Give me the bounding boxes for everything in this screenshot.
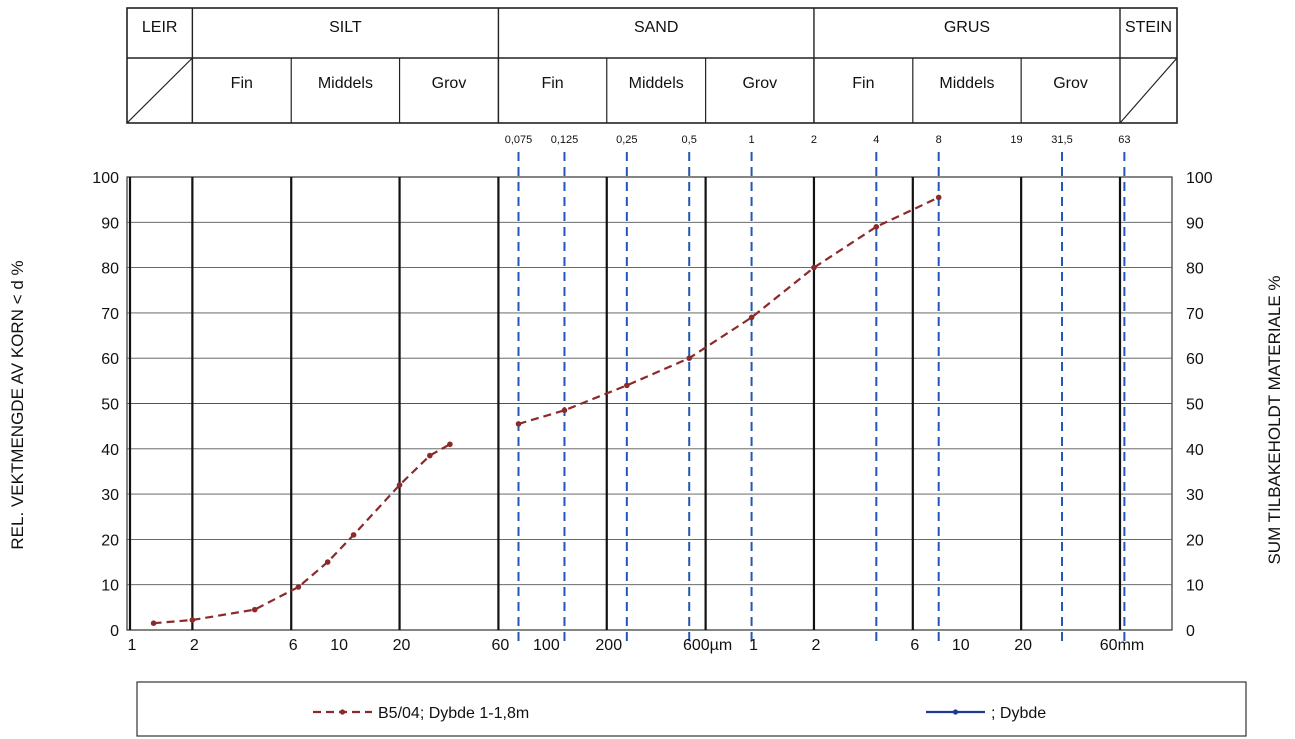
right-y-tick-label: 30 (1186, 487, 1204, 504)
legend: B5/04; Dybde 1-1,8m ; Dybde (136, 681, 1247, 737)
data-point (748, 314, 755, 321)
data-point (396, 482, 403, 488)
data-point (561, 407, 568, 414)
legend-entry-label: ; Dybde (991, 705, 1046, 722)
right-y-axis-title: SUM TILBAKEHOLDT MATERIALE % (1265, 275, 1284, 564)
series-line (153, 443, 451, 625)
header-sub-label: Grov (432, 75, 467, 92)
data-point (811, 264, 817, 271)
x-tick-label: 20 (393, 637, 411, 654)
left-y-tick-label: 90 (101, 215, 119, 232)
legend-entry-label: B5/04; Dybde 1-1,8m (378, 705, 529, 722)
series-line (518, 196, 940, 425)
data-point (350, 532, 357, 538)
data-point (515, 421, 522, 427)
x-tick-label: 2 (190, 637, 199, 654)
data-point (189, 617, 196, 623)
x-tick-label: 2 (811, 637, 820, 654)
header-main-label: SAND (634, 19, 678, 36)
header-main-label: SILT (329, 19, 362, 36)
left-y-axis-title: REL. VEKTMENGDE AV KORN < d % (8, 260, 27, 549)
header-sub-label: Fin (852, 75, 874, 92)
left-y-tick-label: 70 (101, 306, 119, 323)
classification-header: LEIR SILT SAND GRUS STEIN Fin Middels Grov Fin Mi… (126, 7, 1178, 124)
legend-marker (952, 709, 959, 715)
header-sub-label: Fin (231, 75, 253, 92)
data-point (686, 355, 693, 362)
header-sub-label: Fin (541, 75, 563, 92)
sieve-size-label: 31,5 (1051, 134, 1072, 146)
series-lines (150, 194, 942, 627)
data-point (324, 559, 331, 565)
legend-frame (136, 681, 1247, 737)
left-y-tick-label: 50 (101, 397, 119, 414)
x-tick-label: 60mm (1100, 637, 1144, 654)
right-y-tick-label: 100 (1186, 170, 1213, 187)
left-y-tick-label: 60 (101, 351, 119, 368)
right-y-tick-label: 90 (1186, 215, 1204, 232)
x-tick-label: 10 (952, 637, 970, 654)
legend-marker (339, 709, 346, 715)
header-sub-label: Middels (629, 75, 684, 92)
right-y-tick-label: 0 (1186, 623, 1195, 640)
x-tick-label: 6 (289, 637, 298, 654)
header-main-label: LEIR (142, 19, 178, 36)
header-sub-label: Grov (742, 75, 777, 92)
sieve-size-label: 0,25 (616, 134, 637, 146)
sieve-size-label: 0,075 (505, 134, 533, 146)
x-tick-label: 60 (492, 637, 510, 654)
data-point (935, 194, 942, 201)
header-sub-label: Middels (939, 75, 994, 92)
sieve-size-label: 0,5 (682, 134, 697, 146)
left-y-tick-label: 20 (101, 532, 119, 549)
x-tick-label: 10 (330, 637, 348, 654)
sieve-size-label: 63 (1118, 134, 1130, 146)
sieve-labels: 0,075 0,125 0,25 0,5 1 2 4 8 19 31,5 63 (505, 134, 1131, 146)
header-main-label: GRUS (944, 19, 990, 36)
right-y-tick-label: 20 (1186, 532, 1204, 549)
data-point (427, 452, 433, 459)
header-sub-label: Middels (318, 75, 373, 92)
left-y-tick-label: 40 (101, 442, 119, 459)
header-main-label: STEIN (1125, 19, 1172, 36)
right-y-tick-label: 10 (1186, 578, 1204, 595)
right-y-tick-label: 40 (1186, 442, 1204, 459)
left-y-tick-label: 10 (101, 578, 119, 595)
right-y-tick-label: 70 (1186, 306, 1204, 323)
x-tick-label: 1 (128, 637, 137, 654)
sieve-size-label: 1 (749, 134, 755, 146)
right-y-tick-label: 80 (1186, 261, 1204, 278)
data-point (150, 620, 157, 627)
right-y-tick-label: 50 (1186, 397, 1204, 414)
header-leir-diagonal (126, 57, 193, 124)
data-point (624, 382, 630, 389)
x-tick-label: 1 (749, 637, 758, 654)
plot-grid (126, 152, 1173, 642)
sieve-size-label: 19 (1010, 134, 1022, 146)
sieve-size-label: 8 (936, 134, 942, 146)
x-tick-label: 100 (533, 637, 560, 654)
x-tick-label: 200 (595, 637, 622, 654)
header-frame (126, 7, 1178, 124)
data-point (873, 224, 880, 230)
left-y-tick-label: 0 (110, 623, 119, 640)
data-point (447, 441, 453, 448)
sieve-size-label: 0,125 (551, 134, 579, 146)
sieve-size-label: 2 (811, 134, 817, 146)
header-stein-diagonal (1119, 57, 1178, 124)
left-y-tick-label: 30 (101, 487, 119, 504)
data-point (251, 606, 258, 613)
x-tick-label: 6 (910, 637, 919, 654)
left-y-tick-label: 80 (101, 261, 119, 278)
x-tick-label: 600µm (683, 637, 732, 654)
x-tick-label: 20 (1014, 637, 1032, 654)
data-point (295, 584, 302, 590)
header-sub-label: Grov (1053, 75, 1088, 92)
right-y-tick-label: 60 (1186, 351, 1204, 368)
left-y-tick-label: 100 (92, 170, 119, 187)
sieve-size-label: 4 (873, 134, 879, 146)
